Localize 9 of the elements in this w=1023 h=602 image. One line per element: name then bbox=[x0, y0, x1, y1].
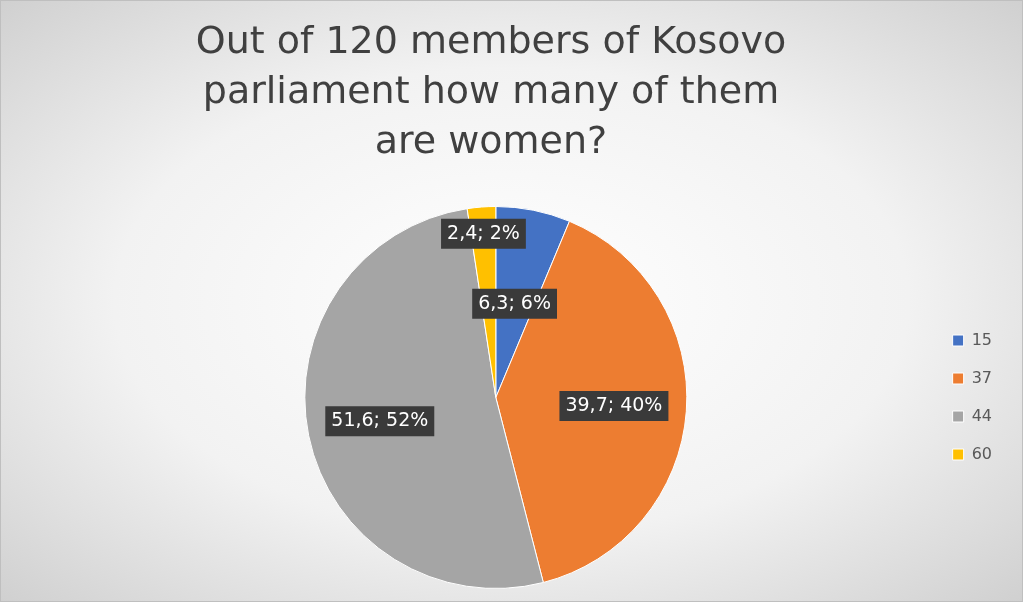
legend-label: 15 bbox=[971, 329, 992, 349]
chart-title: Out of 120 members of Kosovo parliament how many of them are women? bbox=[194, 17, 788, 164]
legend-label: 60 bbox=[971, 443, 992, 463]
data-label: 2,4; 2% bbox=[447, 220, 520, 243]
data-label: 39,7; 40% bbox=[565, 392, 663, 415]
legend-label: 44 bbox=[971, 405, 992, 425]
data-label: 51,6; 52% bbox=[331, 408, 429, 431]
data-label: 6,3; 6% bbox=[478, 290, 551, 313]
legend-label: 37 bbox=[971, 367, 992, 387]
